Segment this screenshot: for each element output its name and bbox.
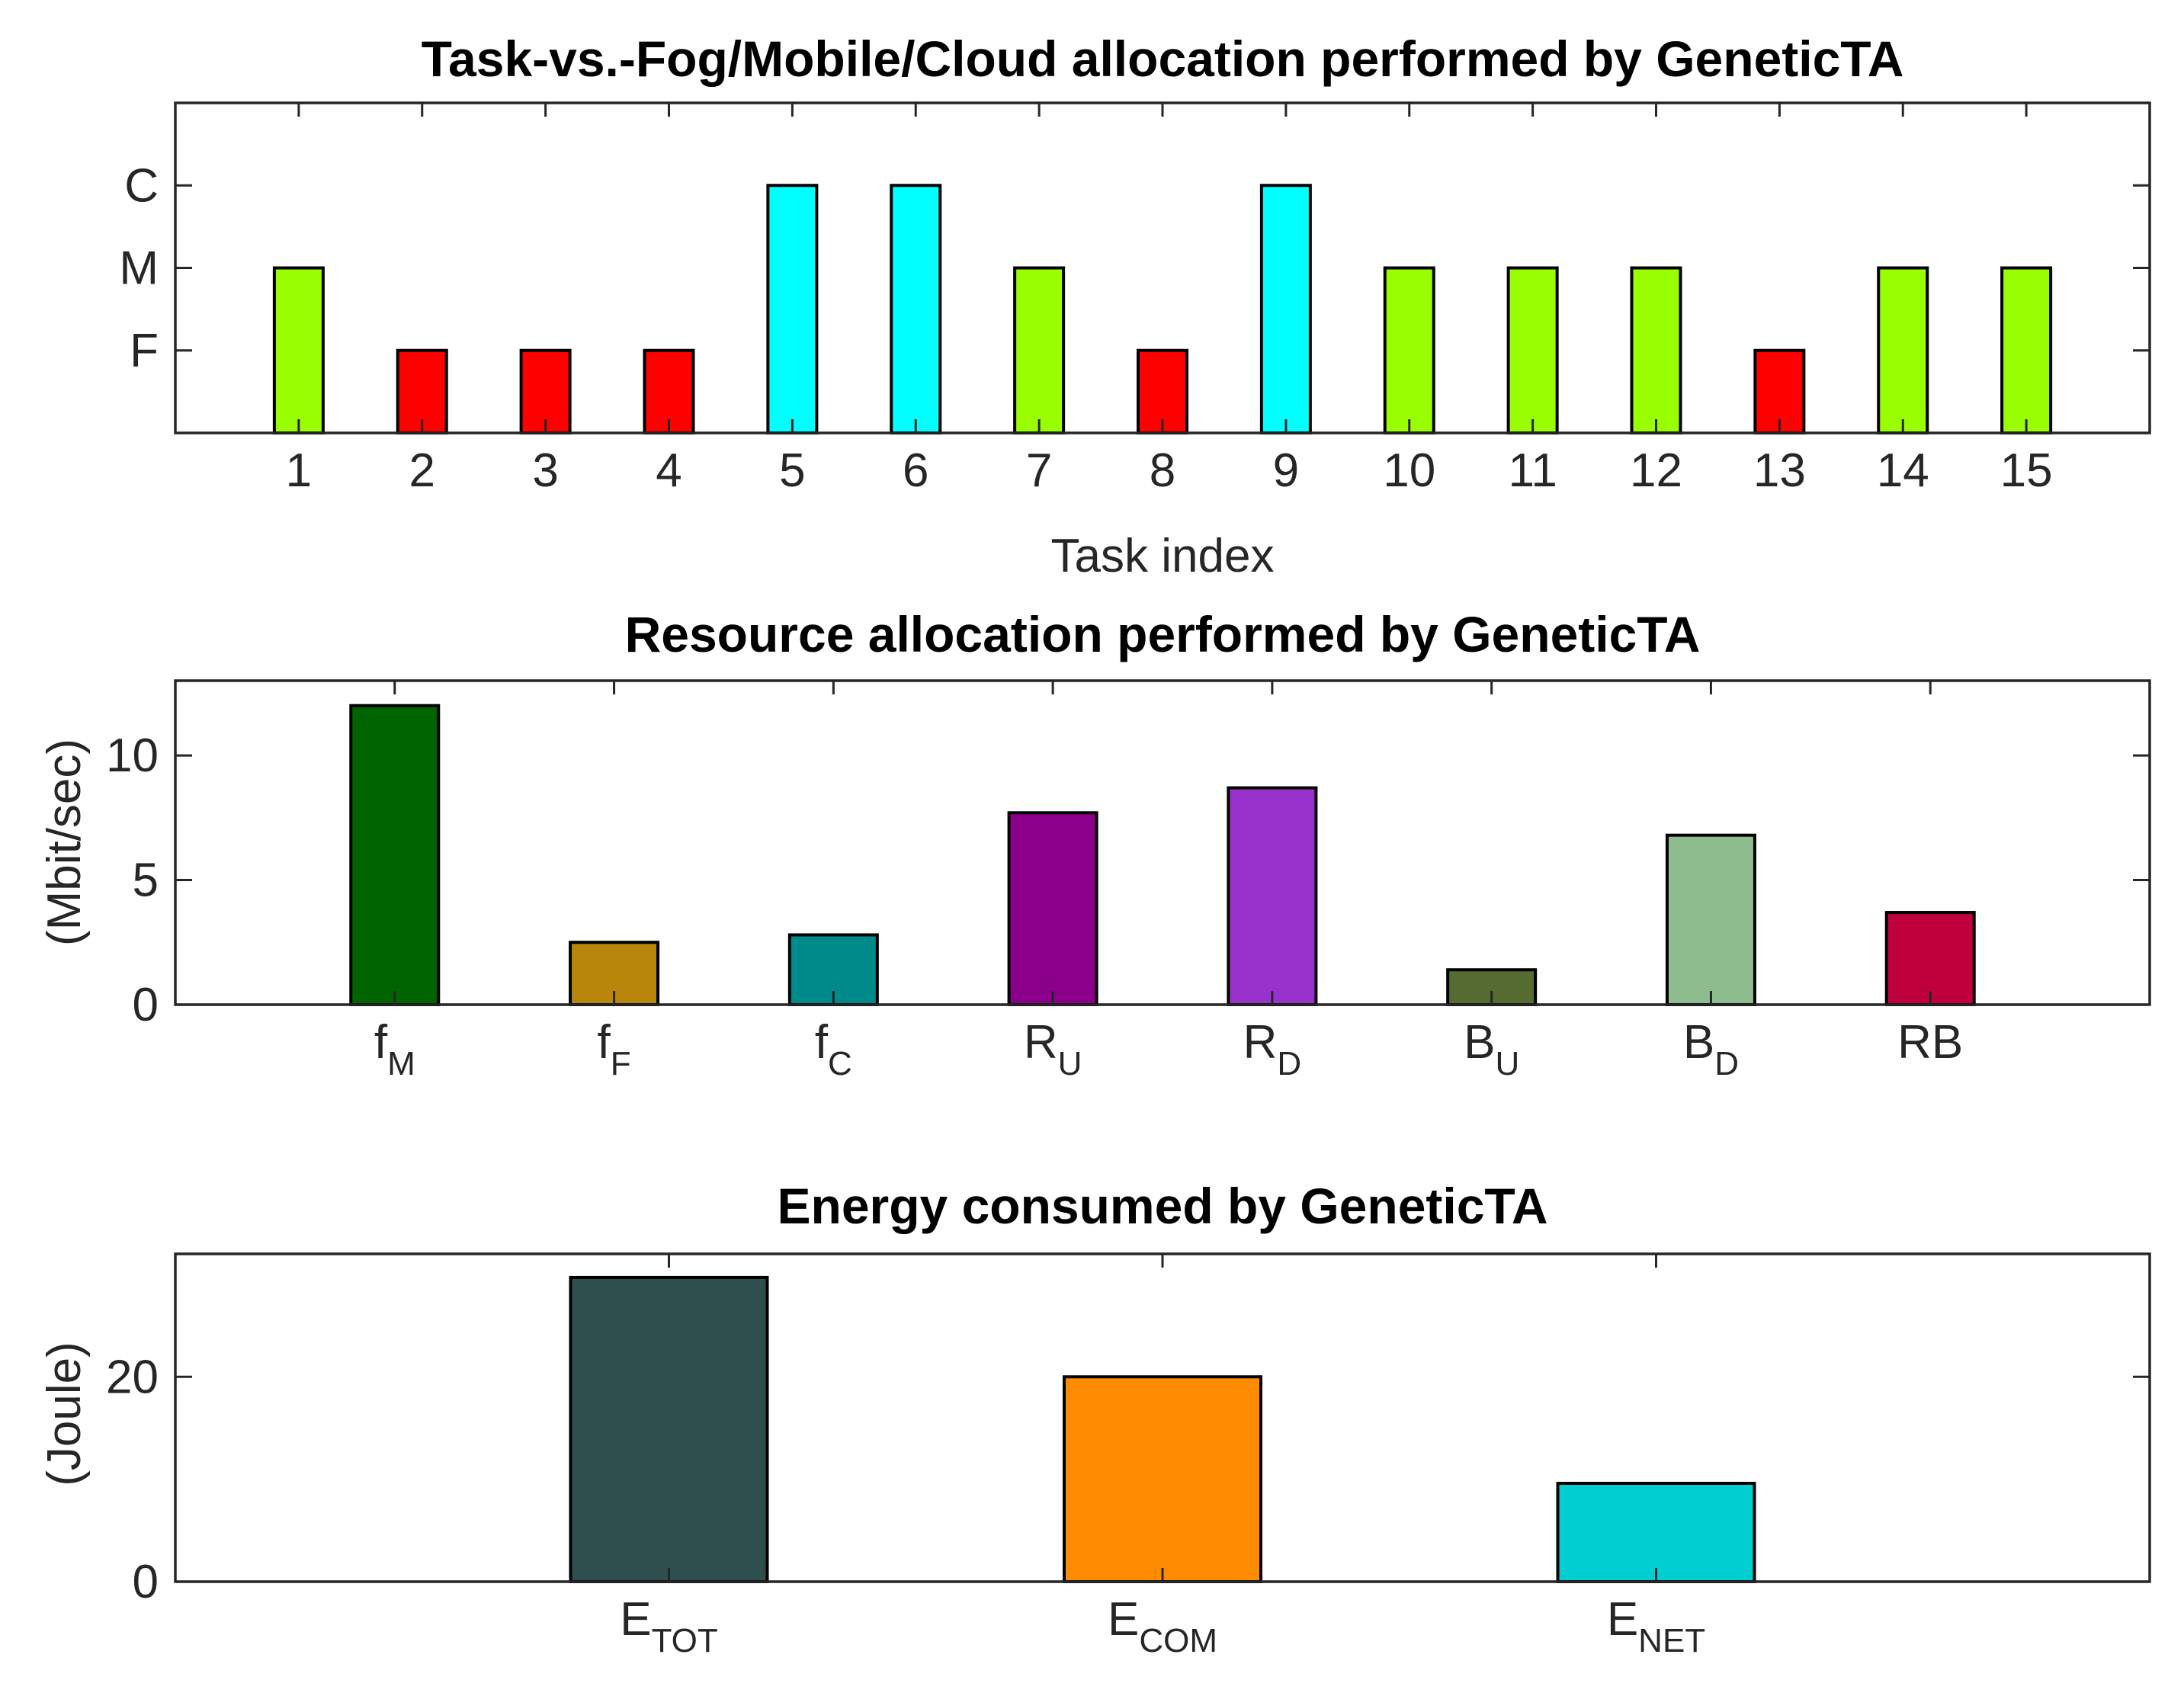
xtick-label: 1	[286, 444, 312, 497]
bar-0-13	[1753, 348, 1806, 434]
ytick-label: 10	[106, 729, 159, 782]
xtick-label: 3	[532, 444, 558, 497]
energy-consumption-ylabel: (Joule)	[38, 1342, 91, 1486]
task-allocation-chart: Task-vs.-Fog/Mobile/Cloud allocation per…	[119, 30, 2151, 582]
energy-consumption-title: Energy consumed by GeneticTA	[777, 1178, 1547, 1234]
xtick-label: 13	[1753, 444, 1806, 497]
resource-allocation-chart: Resource allocation performed by Genetic…	[38, 606, 2151, 1082]
bar-0-15	[2000, 266, 2053, 434]
bar-0-9	[1259, 184, 1312, 434]
plot-frame-1	[174, 679, 2151, 1006]
xtick-label: 14	[1877, 444, 1929, 497]
task-allocation-title: Task-vs.-Fog/Mobile/Cloud allocation per…	[422, 30, 1904, 87]
bar-1-8	[1884, 911, 1976, 1006]
xtick-label: 2	[409, 444, 435, 497]
bar-1-4	[1007, 811, 1098, 1007]
energy-consumption-chart: Energy consumed by GeneticTA (Joule) ETO…	[38, 1178, 2151, 1659]
xtick-label: BD	[1683, 1016, 1739, 1082]
bar-2-2	[1063, 1375, 1262, 1583]
xtick-label: 6	[903, 444, 928, 497]
ytick-label: 0	[133, 1556, 159, 1608]
xtick-label: fC	[815, 1016, 852, 1082]
bar-0-11	[1506, 266, 1559, 434]
xtick-label: RD	[1243, 1016, 1302, 1082]
xtick-label: 4	[656, 444, 681, 497]
xtick-label: RB	[1897, 1016, 1963, 1069]
bar-2-3	[1556, 1482, 1756, 1583]
resource-allocation-ylabel: (Mbit/sec)	[38, 739, 91, 946]
bar-0-1	[272, 266, 325, 434]
xtick-label: fM	[374, 1016, 415, 1082]
bar-0-5	[766, 184, 819, 434]
bar-1-5	[1227, 786, 1318, 1006]
ytick-label: 0	[133, 979, 159, 1031]
ytick-label: C	[124, 159, 159, 212]
xtick-label: BU	[1464, 1016, 1519, 1082]
ytick-label: F	[130, 325, 159, 377]
bar-0-6	[890, 184, 942, 434]
xtick-label: RU	[1024, 1016, 1082, 1082]
bar-0-12	[1630, 266, 1682, 434]
xtick-label: 15	[2000, 444, 2053, 497]
xtick-label: 11	[1508, 444, 1557, 497]
bar-1-7	[1665, 833, 1756, 1006]
xtick-label: 8	[1150, 444, 1175, 497]
bar-0-10	[1383, 266, 1435, 434]
xtick-label: 7	[1026, 444, 1052, 497]
xtick-label: ENET	[1607, 1593, 1705, 1659]
xtick-label: fF	[597, 1016, 630, 1082]
xtick-label: 10	[1383, 444, 1435, 497]
bar-1-1	[349, 704, 441, 1006]
task-allocation-xlabel: Task index	[1051, 530, 1275, 582]
bar-0-14	[1877, 266, 1929, 434]
xtick-label: ETOT	[620, 1593, 718, 1659]
ytick-label: 20	[106, 1351, 159, 1403]
bar-0-8	[1137, 348, 1188, 434]
resource-allocation-title: Resource allocation performed by Genetic…	[625, 606, 1701, 662]
xtick-label: 12	[1630, 444, 1682, 497]
ytick-label: M	[119, 242, 159, 295]
xtick-label: 9	[1273, 444, 1299, 497]
xtick-label: ECOM	[1108, 1593, 1217, 1659]
bar-2-1	[569, 1275, 769, 1583]
xtick-label: 5	[779, 444, 805, 497]
ytick-label: 5	[133, 854, 159, 907]
bar-0-7	[1013, 266, 1066, 434]
